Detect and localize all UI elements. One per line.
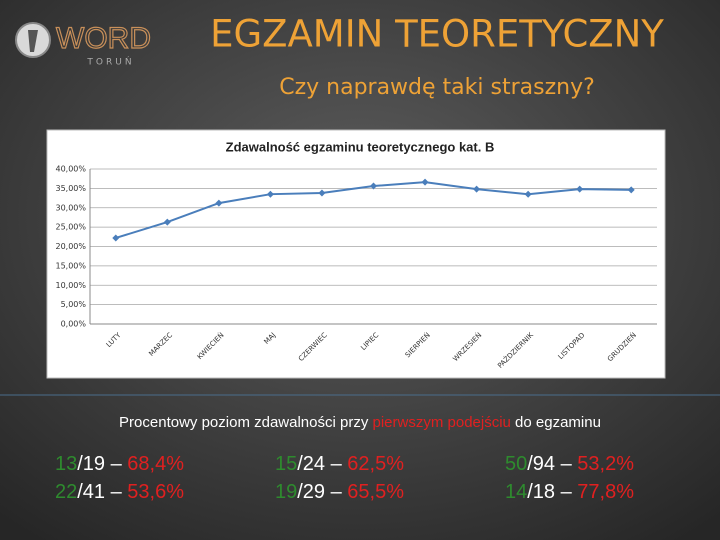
- stat-passed: 19: [275, 481, 297, 503]
- data-point: [576, 185, 584, 193]
- caption-highlight: pierwszym podejściu: [373, 414, 511, 431]
- logo-city: TORUŃ: [86, 56, 134, 68]
- data-point: [421, 178, 429, 186]
- y-tick-label: 10,00%: [55, 281, 86, 290]
- stat-total: /18 –: [527, 481, 577, 503]
- stat: 19/29 – 65,5%: [275, 481, 404, 503]
- logo-icon-mark: [28, 30, 38, 52]
- data-point: [370, 182, 377, 190]
- data-point: [318, 189, 326, 197]
- stat-total: /19 –: [77, 453, 127, 475]
- stat: 13/19 – 68,4%: [55, 453, 184, 475]
- stat-passed: 14: [505, 481, 527, 503]
- chart-title: Zdawalność egzaminu teoretycznego kat. B: [226, 139, 495, 154]
- data-point: [266, 190, 274, 198]
- caption-text: do egzaminu: [511, 414, 601, 431]
- stat-total: /41 –: [77, 481, 127, 503]
- y-tick-label: 0,00%: [61, 320, 87, 329]
- stats: 13/19 – 68,4%22/41 – 53,6%15/24 – 62,5%1…: [55, 453, 634, 503]
- stat: 22/41 – 53,6%: [55, 481, 184, 503]
- stat-passed: 15: [275, 453, 297, 475]
- caption: Procentowy poziom zdawalności przy pierw…: [119, 414, 601, 431]
- slide-subtitle: Czy naprawdę taki straszny?: [279, 75, 595, 100]
- y-tick-label: 5,00%: [61, 300, 87, 309]
- stat-passed: 13: [55, 453, 77, 475]
- stat-total: /29 –: [297, 481, 347, 503]
- data-point: [473, 185, 481, 193]
- data-point: [215, 199, 223, 207]
- stat: 15/24 – 62,5%: [275, 453, 404, 475]
- y-tick-label: 25,00%: [55, 223, 86, 232]
- logo-name: WORD: [56, 22, 151, 55]
- stat-total: /24 –: [297, 453, 347, 475]
- stat-passed: 22: [55, 481, 77, 503]
- stat-percent: 77,8%: [577, 481, 634, 503]
- chart-area: [46, 129, 666, 379]
- slide-title: EGZAMIN TEORETYCZNY: [210, 13, 664, 56]
- stat-percent: 53,2%: [577, 453, 634, 475]
- y-tick-label: 20,00%: [55, 242, 86, 251]
- stat: 14/18 – 77,8%: [505, 481, 634, 503]
- stat: 50/94 – 53,2%: [505, 453, 634, 475]
- y-tick-label: 35,00%: [55, 184, 86, 193]
- data-point: [627, 186, 635, 194]
- stat-percent: 62,5%: [347, 453, 404, 475]
- stat-total: /94 –: [527, 453, 577, 475]
- stat-passed: 50: [505, 453, 527, 475]
- caption-text: Procentowy poziom zdawalności przy: [119, 414, 372, 431]
- stat-percent: 68,4%: [127, 453, 184, 475]
- stat-percent: 53,6%: [127, 481, 184, 503]
- stat-percent: 65,5%: [347, 481, 404, 503]
- y-tick-label: 40,00%: [55, 165, 86, 174]
- data-point: [163, 218, 171, 226]
- y-tick-label: 30,00%: [55, 203, 86, 212]
- y-tick-label: 15,00%: [55, 261, 86, 270]
- data-point: [524, 190, 532, 198]
- data-point: [112, 234, 120, 242]
